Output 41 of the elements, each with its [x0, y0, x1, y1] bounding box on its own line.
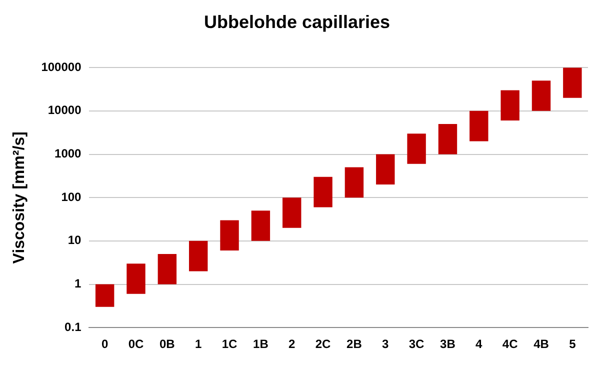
y-axis-title: Viscosity [mm²/s]: [11, 132, 28, 264]
x-tick-label: 4: [476, 337, 483, 352]
x-tick-label: 1C: [222, 337, 238, 352]
x-tick-label: 2C: [315, 337, 332, 352]
x-tick-label: 0C: [128, 337, 144, 352]
y-tick-label: 100000: [41, 60, 82, 74]
bar: [376, 154, 395, 185]
bar: [282, 198, 302, 228]
x-tick-label: 1B: [253, 337, 269, 352]
bar: [251, 210, 270, 241]
bar: [532, 80, 551, 111]
x-tick-label: 2: [288, 337, 296, 352]
x-tick-label: 0: [101, 337, 108, 352]
bar: [314, 176, 332, 208]
bar: [126, 264, 146, 294]
y-tick-label: 10000: [48, 103, 82, 118]
y-tick-label: 1: [74, 276, 82, 291]
bar: [188, 240, 208, 272]
x-tick-label: 0B: [160, 337, 176, 352]
x-tick-label: 3C: [408, 337, 425, 352]
x-tick-label: 4B: [534, 337, 550, 352]
y-tick-label: 0.1: [64, 320, 82, 334]
bar: [500, 90, 520, 121]
x-tick-label: 3: [382, 337, 390, 352]
x-tick-label: 5: [569, 337, 576, 352]
bar: [220, 220, 239, 251]
bar: [563, 68, 582, 98]
bar: [95, 284, 114, 307]
bar: [407, 134, 426, 164]
x-tick-label: 3B: [440, 337, 456, 352]
y-tick-label: 10: [68, 233, 82, 248]
x-tick-label: 2B: [346, 337, 362, 352]
x-tick-label: 1: [195, 337, 202, 352]
x-tick-label: 4C: [502, 337, 518, 352]
bar: [158, 254, 177, 284]
y-tick-label: 100: [61, 190, 82, 204]
bar: [470, 110, 488, 142]
bar: [344, 167, 364, 198]
bar: [438, 124, 458, 154]
chart-title: Ubbelohde capillaries: [204, 12, 390, 32]
y-tick-label: 1000: [54, 146, 82, 161]
